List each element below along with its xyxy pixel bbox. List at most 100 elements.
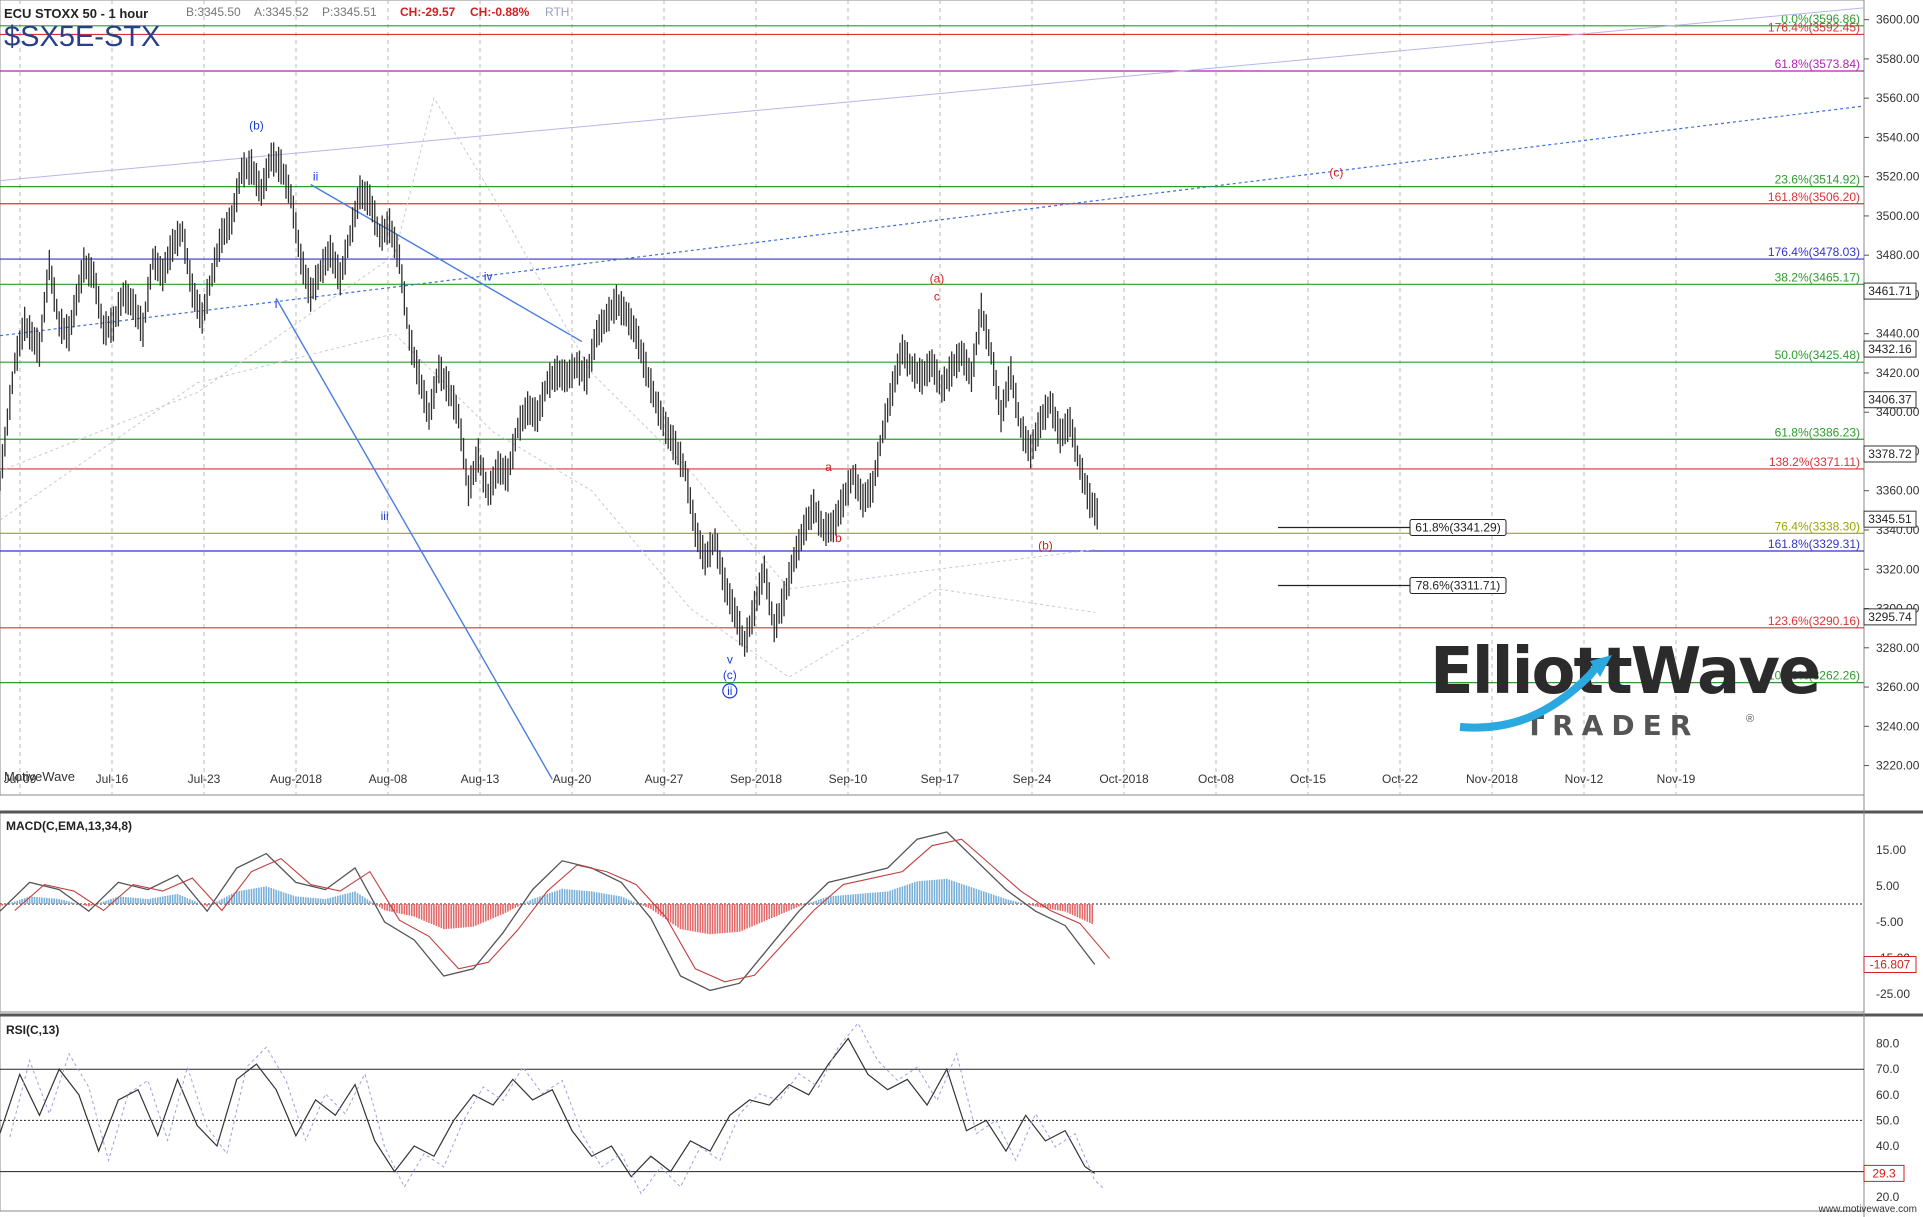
price-badge	[1863, 391, 1917, 409]
rsi-tick-label: 20.0	[1876, 1190, 1900, 1204]
price-badge-label: 3345.51	[1868, 512, 1912, 526]
x-tick-label: Oct-15	[1290, 772, 1326, 786]
change-value: CH:-29.57	[400, 5, 456, 19]
footer-credit: www.motivewave.com	[1818, 1204, 1917, 1215]
x-tick-label: Oct-2018	[1099, 772, 1149, 786]
y-tick-label: 3540.00	[1876, 130, 1920, 144]
fib-level-label: 138.2%(3371.11)	[1769, 455, 1860, 469]
price-badge	[1863, 340, 1917, 358]
elliottwave-trader-logo: ElliottWave TRADER ®	[1420, 635, 1821, 750]
fib-level-label: 50.0%(3425.48)	[1775, 348, 1860, 362]
wave-label: b	[835, 531, 842, 545]
price-badge-label: 3378.72	[1868, 447, 1912, 461]
x-tick-label: Sep-24	[1013, 772, 1052, 786]
session-label: RTH	[545, 5, 569, 19]
instrument-title: ECU STOXX 50 - 1 hour	[4, 6, 148, 21]
logo-line1: ElliottWave	[1430, 635, 1821, 709]
fib-level-label: 176.4%(3478.03)	[1768, 245, 1860, 259]
logo-line2: TRADER	[1525, 709, 1700, 742]
rsi-last-badge	[1863, 1164, 1905, 1182]
rsi-last-value: 29.3	[1872, 1166, 1896, 1180]
wave-label: (c)	[723, 668, 737, 682]
wave-trendline-b	[275, 298, 553, 780]
fib-level-label: 161.8%(3506.20)	[1768, 190, 1860, 204]
macd-line	[0, 831, 1096, 992]
price-badge	[1863, 510, 1917, 528]
y-tick-label: 3520.00	[1876, 170, 1920, 184]
x-tick-label: Aug-20	[553, 772, 592, 786]
rsi-line	[0, 1037, 1096, 1178]
target-box	[1409, 518, 1507, 536]
wave-label: iii	[381, 509, 389, 523]
signal-line	[14, 838, 1110, 983]
fib-level-label: 176.4%(3592.45)	[1768, 20, 1860, 34]
price-badge	[1863, 282, 1917, 300]
envelope-upper	[0, 96, 1095, 590]
change-pct-value: CH:-0.88%	[470, 5, 530, 19]
price-layer: Jul-09 Jul-16 Jul-23 Aug-2018 Aug-08 Aug-13 Au…	[0, 0, 1920, 795]
rsi-tick-label: 40.0	[1876, 1139, 1900, 1153]
y-tick-label: 3420.00	[1876, 366, 1920, 380]
fib-level-label: 38.2%(3465.17)	[1775, 270, 1860, 284]
x-tick-label: Oct-08	[1198, 772, 1234, 786]
x-tick-label: Aug-2018	[270, 772, 322, 786]
macd-last-badge	[1863, 956, 1917, 974]
x-tick-label: Oct-22	[1382, 772, 1418, 786]
fib-level-label: 23.6%(3514.92)	[1775, 173, 1860, 187]
macd-tick-label: 5.00	[1876, 879, 1900, 893]
y-tick-label: 3220.00	[1876, 759, 1920, 773]
rsi-tick-label: 70.0	[1876, 1062, 1900, 1076]
ask-value: A:3345.52	[254, 5, 309, 19]
envelope-lower	[0, 333, 1095, 678]
y-tick-label: 3600.00	[1876, 13, 1920, 27]
x-tick-label: Aug-13	[461, 772, 500, 786]
x-tick-label: Nov-12	[1565, 772, 1604, 786]
fib-level-label: 76.4%(3338.30)	[1775, 519, 1860, 533]
x-tick-label: Jul-16	[96, 772, 129, 786]
y-tick-label: 3500.00	[1876, 209, 1920, 223]
wave-label: i	[275, 297, 278, 311]
logo-registered: ®	[1746, 713, 1755, 725]
wave-label: c	[934, 289, 940, 303]
x-tick-label: Sep-17	[921, 772, 960, 786]
logo-wave-icon	[1459, 655, 1612, 732]
macd-title: MACD(C,EMA,13,34,8)	[6, 819, 132, 833]
price-badge-label: 3432.16	[1868, 342, 1912, 356]
wave-label: (c)	[1329, 166, 1343, 180]
macd-tick-label: 15.00	[1876, 843, 1906, 857]
macd-tick-label: -5.00	[1876, 915, 1904, 929]
y-tick-label: 3580.00	[1876, 52, 1920, 66]
target-box-label: 78.6%(3311.71)	[1416, 579, 1501, 593]
y-tick-label: 3260.00	[1876, 680, 1920, 694]
price-badge-label: 3295.74	[1868, 610, 1912, 624]
x-tick-label: Aug-27	[645, 772, 684, 786]
price-badge	[1863, 445, 1917, 463]
rsi-tick-label: 80.0	[1876, 1037, 1900, 1051]
rsi-tick-label: 50.0	[1876, 1113, 1900, 1127]
macd-tick-label: -25.00	[1876, 987, 1910, 1001]
macd-last-value: -16.807	[1870, 958, 1911, 972]
price-badge	[1863, 608, 1917, 626]
wave-label: ii	[727, 684, 732, 698]
y-tick-label: 3560.00	[1876, 91, 1920, 105]
source-label: MotiveWave	[4, 769, 75, 784]
rsi-title: RSI(C,13)	[6, 1023, 59, 1037]
symbol-label: $SX5E-STX	[4, 21, 160, 53]
price-badge-label: 3406.37	[1868, 393, 1912, 407]
y-tick-label: 3320.00	[1876, 562, 1920, 576]
y-tick-label: 3480.00	[1876, 248, 1920, 262]
y-tick-label: 3240.00	[1876, 719, 1920, 733]
fib-level-label: 161.8%(3329.31)	[1768, 537, 1860, 551]
fib-level-label: 0.0%(3596.86)	[1781, 12, 1860, 26]
wave-label: (b)	[1038, 539, 1053, 553]
target-box-label: 61.8%(3341.29)	[1415, 520, 1500, 534]
wave-label: a	[825, 460, 832, 474]
fib-level-label: 123.6%(3290.16)	[1768, 614, 1860, 628]
y-tick-label: 3360.00	[1876, 484, 1920, 498]
x-tick-label: Nov-2018	[1466, 772, 1518, 786]
price-badge-label: 3461.71	[1868, 284, 1912, 298]
macd-layer: MACD(C,EMA,13,34,8)15.005.00-5.00-15.00-…	[0, 819, 1917, 1001]
y-tick-label: 3280.00	[1876, 641, 1920, 655]
y-tick-label: 3400.00	[1876, 405, 1920, 419]
